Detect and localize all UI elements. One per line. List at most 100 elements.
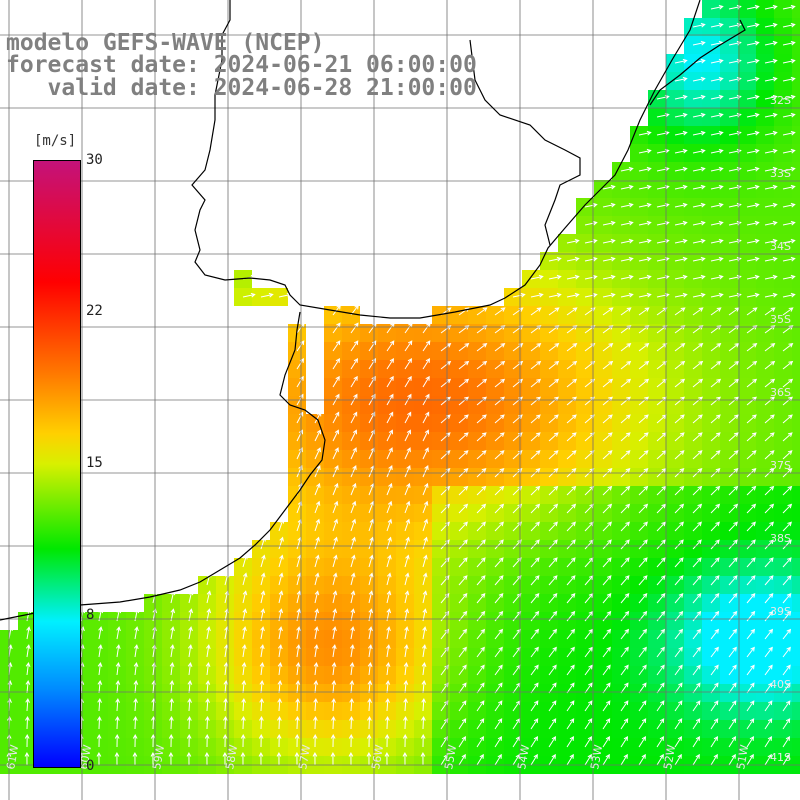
colorbar-unit: [m/s] xyxy=(34,133,77,149)
wind-arrow xyxy=(25,697,30,712)
wind-arrow xyxy=(764,94,778,100)
lat-label: 39S xyxy=(770,605,791,618)
wind-arrow xyxy=(386,500,393,514)
wind-arrow xyxy=(746,557,756,568)
wind-arrow xyxy=(782,343,794,352)
wind-arrow xyxy=(674,664,683,676)
wind-arrow xyxy=(332,429,340,442)
wind-arrow xyxy=(367,662,373,676)
wind-arrow xyxy=(386,340,395,352)
wind-arrow xyxy=(548,432,559,442)
valid-date: valid date: 2024-06-28 21:00:00 xyxy=(6,75,477,101)
wind-arrow xyxy=(332,626,337,640)
wind-arrow xyxy=(566,256,580,262)
lat-label: 35S xyxy=(770,313,791,326)
wind-arrow xyxy=(295,662,301,676)
wind-arrow xyxy=(403,715,408,730)
wind-arrow xyxy=(710,753,718,766)
wind-arrow xyxy=(602,292,616,298)
wind-arrow xyxy=(620,432,631,442)
wind-arrow xyxy=(674,521,684,532)
wind-arrow xyxy=(620,575,630,586)
wind-arrow xyxy=(422,322,431,334)
wind-arrow xyxy=(548,736,557,748)
wind-arrow xyxy=(584,718,593,730)
wind-arrow xyxy=(476,753,484,766)
wind-arrow xyxy=(314,447,321,460)
wind-arrow xyxy=(187,662,193,676)
wind-arrow xyxy=(782,628,792,640)
wind-arrow xyxy=(584,736,593,748)
wind-arrow xyxy=(24,751,30,766)
wind-arrow xyxy=(458,682,467,694)
wind-arrow xyxy=(404,358,413,370)
wind-arrow xyxy=(656,557,666,568)
wind-arrow xyxy=(97,680,103,694)
wind-arrow xyxy=(728,360,740,370)
wind-cell xyxy=(792,18,800,36)
wind-arrow xyxy=(674,94,688,100)
wind-arrow xyxy=(548,682,557,694)
wind-arrow xyxy=(674,112,688,118)
wind-arrow xyxy=(692,166,706,172)
wind-arrow xyxy=(440,414,451,424)
wind-arrow xyxy=(494,753,502,766)
wind-arrow xyxy=(367,697,372,712)
wind-arrow xyxy=(458,557,468,568)
wind-arrow xyxy=(656,664,665,676)
wind-arrow xyxy=(782,274,796,280)
wind-arrow xyxy=(782,718,791,730)
wind-arrow xyxy=(764,307,776,316)
wind-arrow xyxy=(548,256,562,262)
wind-arrow xyxy=(764,292,778,298)
wind-arrow xyxy=(242,292,256,298)
wind-arrow xyxy=(548,592,558,604)
wind-arrow xyxy=(530,292,544,298)
wind-arrow xyxy=(277,697,282,712)
wind-arrow xyxy=(385,697,390,712)
lon-label: 58W xyxy=(223,744,240,771)
wind-arrow xyxy=(458,628,468,640)
wind-arrow xyxy=(620,503,631,514)
wind-arrow xyxy=(314,554,320,568)
wind-arrow xyxy=(764,360,776,370)
wind-arrow xyxy=(710,736,719,748)
wind-arrow xyxy=(276,733,282,748)
wind-arrow xyxy=(368,340,377,352)
wind-arrow xyxy=(656,610,666,622)
wind-arrow xyxy=(115,697,120,712)
wind-arrow xyxy=(692,148,706,154)
wind-arrow xyxy=(385,680,391,694)
wind-arrow xyxy=(674,360,686,370)
wind-arrow xyxy=(223,662,229,676)
wind-arrow xyxy=(710,307,722,316)
forecast-date: forecast date: 2024-06-21 06:00:00 xyxy=(6,52,477,78)
wind-arrow xyxy=(97,697,102,712)
wind-arrow xyxy=(764,184,778,190)
wind-arrow xyxy=(260,572,266,586)
wind-arrow xyxy=(150,733,156,748)
wind-arrow xyxy=(602,521,612,532)
wind-arrow xyxy=(440,343,452,352)
wind-arrow xyxy=(620,274,634,280)
colorbar-tick: 15 xyxy=(86,455,103,471)
wind-arrow xyxy=(674,557,684,568)
wind-arrow xyxy=(294,751,300,766)
wind-arrow xyxy=(674,628,684,640)
wind-arrow xyxy=(386,447,393,460)
wind-arrow xyxy=(115,715,120,730)
wind-arrow xyxy=(620,539,630,550)
wind-arrow xyxy=(710,450,721,460)
wind-arrow xyxy=(746,682,755,694)
wind-cell xyxy=(792,684,800,702)
wind-arrow xyxy=(764,664,773,676)
wind-arrow xyxy=(692,76,706,82)
wind-arrow xyxy=(620,700,629,712)
wind-arrow xyxy=(584,628,594,640)
wind-arrow xyxy=(404,536,410,550)
lon-label: 57W xyxy=(296,744,313,771)
wind-arrow xyxy=(422,411,430,424)
wind-arrow xyxy=(620,238,634,244)
wind-arrow xyxy=(548,521,558,532)
wind-arrow xyxy=(512,432,523,442)
